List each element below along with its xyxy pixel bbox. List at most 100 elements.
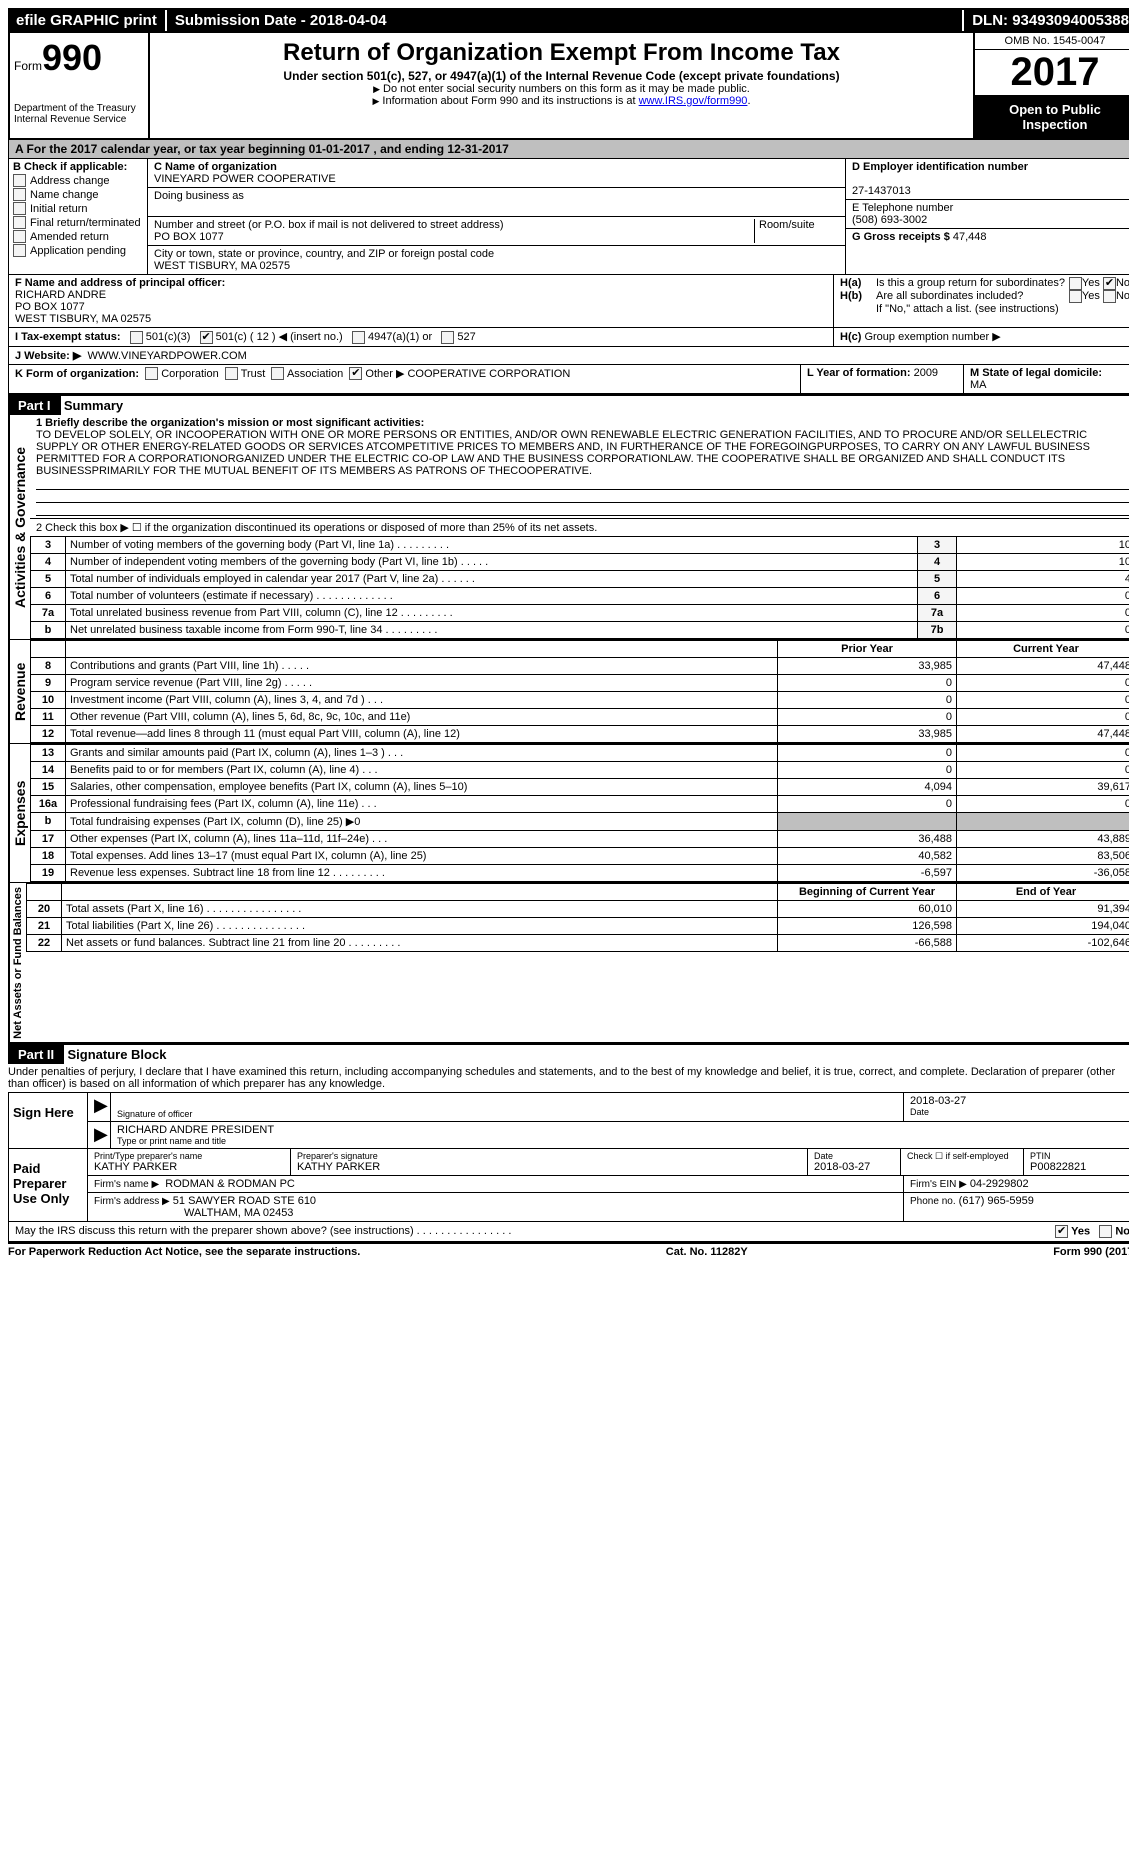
hb-yes-checkbox[interactable] — [1069, 290, 1082, 303]
box-b-checkbox-5[interactable] — [13, 244, 26, 257]
preparer-signature: KATHY PARKER — [297, 1161, 801, 1173]
expenses-table: 13Grants and similar amounts paid (Part … — [30, 744, 1129, 882]
i-527-checkbox[interactable] — [441, 331, 454, 344]
box-i: I Tax-exempt status: 501(c)(3) 501(c) ( … — [9, 328, 834, 346]
expenses-section: Expenses 13Grants and similar amounts pa… — [8, 744, 1129, 883]
phone-label: E Telephone number — [852, 202, 953, 214]
ein-label: D Employer identification number — [852, 161, 1028, 173]
part-2-title: Signature Block — [67, 1047, 166, 1062]
instructions-note: Information about Form 990 and its instr… — [154, 95, 969, 107]
box-b-item: Initial return — [13, 202, 143, 215]
part-2: Part II Signature Block — [8, 1043, 1129, 1064]
box-b-item: Address change — [13, 174, 143, 187]
table-row: 16aProfessional fundraising fees (Part I… — [31, 795, 1129, 812]
discuss-text: May the IRS discuss this return with the… — [15, 1225, 511, 1238]
netassets-tab: Net Assets or Fund Balances — [9, 883, 26, 1043]
discuss-row: May the IRS discuss this return with the… — [8, 1222, 1129, 1242]
end-year-header: End of Year — [957, 883, 1129, 900]
table-row: 7aTotal unrelated business revenue from … — [31, 604, 1129, 621]
omb-number: OMB No. 1545-0047 — [975, 33, 1129, 50]
hb-no-checkbox[interactable] — [1103, 290, 1116, 303]
box-b-item-label: Application pending — [30, 245, 126, 257]
table-row: 4Number of independent voting members of… — [31, 553, 1129, 570]
officer-printed-name: RICHARD ANDRE PRESIDENT — [117, 1124, 1129, 1136]
table-row: 12Total revenue—add lines 8 through 11 (… — [31, 725, 1129, 742]
box-h: H(a) Is this a group return for subordin… — [834, 275, 1129, 327]
firm-name: RODMAN & RODMAN PC — [165, 1178, 295, 1190]
box-b-checkbox-0[interactable] — [13, 174, 26, 187]
irs-link[interactable]: www.IRS.gov/form990 — [639, 95, 748, 107]
ssn-note: Do not enter social security numbers on … — [154, 83, 969, 95]
paid-preparer-block: Paid Preparer Use Only Print/Type prepar… — [8, 1149, 1129, 1222]
part-1: Part I Summary — [8, 394, 1129, 415]
ha-yes-checkbox[interactable] — [1069, 277, 1082, 290]
firm-ein: 04-2929802 — [970, 1178, 1029, 1190]
box-c: C Name of organization VINEYARD POWER CO… — [148, 159, 845, 274]
sig-officer-label: Signature of officer — [117, 1109, 897, 1119]
firm-addr1: 51 SAWYER ROAD STE 610 — [173, 1195, 316, 1207]
ein-value: 27-1437013 — [852, 185, 911, 197]
part-1-header: Part I — [8, 396, 61, 415]
i-501c-checkbox[interactable] — [200, 331, 213, 344]
ptin-value: P00822821 — [1030, 1161, 1129, 1173]
box-b-checkbox-3[interactable] — [13, 216, 26, 229]
k-other-value: COOPERATIVE CORPORATION — [407, 368, 570, 380]
firm-phone: (617) 965-5959 — [959, 1195, 1034, 1207]
prior-year-header: Prior Year — [778, 640, 957, 657]
box-b-checkboxes: B Check if applicable: Address changeNam… — [9, 159, 148, 274]
identity-block: A For the 2017 calendar year, or tax yea… — [8, 140, 1129, 394]
footer-left: For Paperwork Reduction Act Notice, see … — [8, 1246, 360, 1258]
box-b-item-label: Initial return — [30, 203, 87, 215]
dln: DLN: 93493094005388 — [962, 10, 1129, 31]
i-4947-checkbox[interactable] — [352, 331, 365, 344]
box-hc: H(c) Group exemption number ▶ — [834, 328, 1129, 346]
table-row: 18Total expenses. Add lines 13–17 (must … — [31, 847, 1129, 864]
box-b-checkbox-4[interactable] — [13, 230, 26, 243]
i-501c3-checkbox[interactable] — [130, 331, 143, 344]
k-assoc-checkbox[interactable] — [271, 367, 284, 380]
box-m: M State of legal domicile:MA — [964, 365, 1129, 393]
box-b-item: Amended return — [13, 230, 143, 243]
box-b-item-label: Name change — [30, 189, 99, 201]
part-2-header: Part II — [8, 1045, 64, 1064]
discuss-yes-checkbox[interactable] — [1055, 1225, 1068, 1238]
line-2: 2 Check this box ▶ ☐ if the organization… — [30, 518, 1129, 536]
website-value: WWW.VINEYARDPOWER.COM — [87, 350, 246, 362]
begin-year-header: Beginning of Current Year — [778, 883, 957, 900]
table-row: 22Net assets or fund balances. Subtract … — [27, 934, 1129, 951]
box-f: F Name and address of principal officer:… — [9, 275, 834, 327]
k-other-checkbox[interactable] — [349, 367, 362, 380]
discuss-no-checkbox[interactable] — [1099, 1225, 1112, 1238]
preparer-date: 2018-03-27 — [814, 1161, 894, 1173]
street-value: PO BOX 1077 — [154, 231, 224, 243]
gross-receipts-label: G Gross receipts $ — [852, 231, 950, 243]
box-b-checkbox-1[interactable] — [13, 188, 26, 201]
ha-no-checkbox[interactable] — [1103, 277, 1116, 290]
form-identifier: Form990 Department of the Treasury Inter… — [10, 33, 150, 138]
form-year-block: OMB No. 1545-0047 2017 Open to Public In… — [973, 33, 1129, 138]
officer-addr2: WEST TISBURY, MA 02575 — [15, 313, 151, 325]
box-b-item: Name change — [13, 188, 143, 201]
table-row: 14Benefits paid to or for members (Part … — [31, 761, 1129, 778]
table-row: bTotal fundraising expenses (Part IX, co… — [31, 812, 1129, 830]
box-j: J Website: ▶ WWW.VINEYARDPOWER.COM — [9, 346, 1129, 364]
open-inspection: Open to Public Inspection — [975, 96, 1129, 138]
street-label: Number and street (or P.O. box if mail i… — [154, 219, 504, 231]
declaration-text: Under penalties of perjury, I declare th… — [8, 1064, 1129, 1092]
k-corp-checkbox[interactable] — [145, 367, 158, 380]
org-name-label: C Name of organization — [154, 161, 277, 173]
box-b-checkbox-2[interactable] — [13, 202, 26, 215]
table-row: 19Revenue less expenses. Subtract line 1… — [31, 864, 1129, 881]
sig-date: 2018-03-27 — [910, 1095, 1129, 1107]
table-row: 10Investment income (Part VIII, column (… — [31, 691, 1129, 708]
sign-here-block: Sign Here ▶ Signature of officer 2018-03… — [8, 1092, 1129, 1149]
form-title-block: Return of Organization Exempt From Incom… — [150, 33, 973, 138]
activities-section: Activities & Governance 1 Briefly descri… — [8, 415, 1129, 640]
box-b-item: Final return/terminated — [13, 216, 143, 229]
k-trust-checkbox[interactable] — [225, 367, 238, 380]
table-row: 9Program service revenue (Part VIII, lin… — [31, 674, 1129, 691]
self-employed-check[interactable]: Check ☐ if self-employed — [901, 1149, 1024, 1175]
mission-label: 1 Briefly describe the organization's mi… — [36, 417, 424, 429]
table-row: 6Total number of volunteers (estimate if… — [31, 587, 1129, 604]
table-row: 21Total liabilities (Part X, line 26) . … — [27, 917, 1129, 934]
